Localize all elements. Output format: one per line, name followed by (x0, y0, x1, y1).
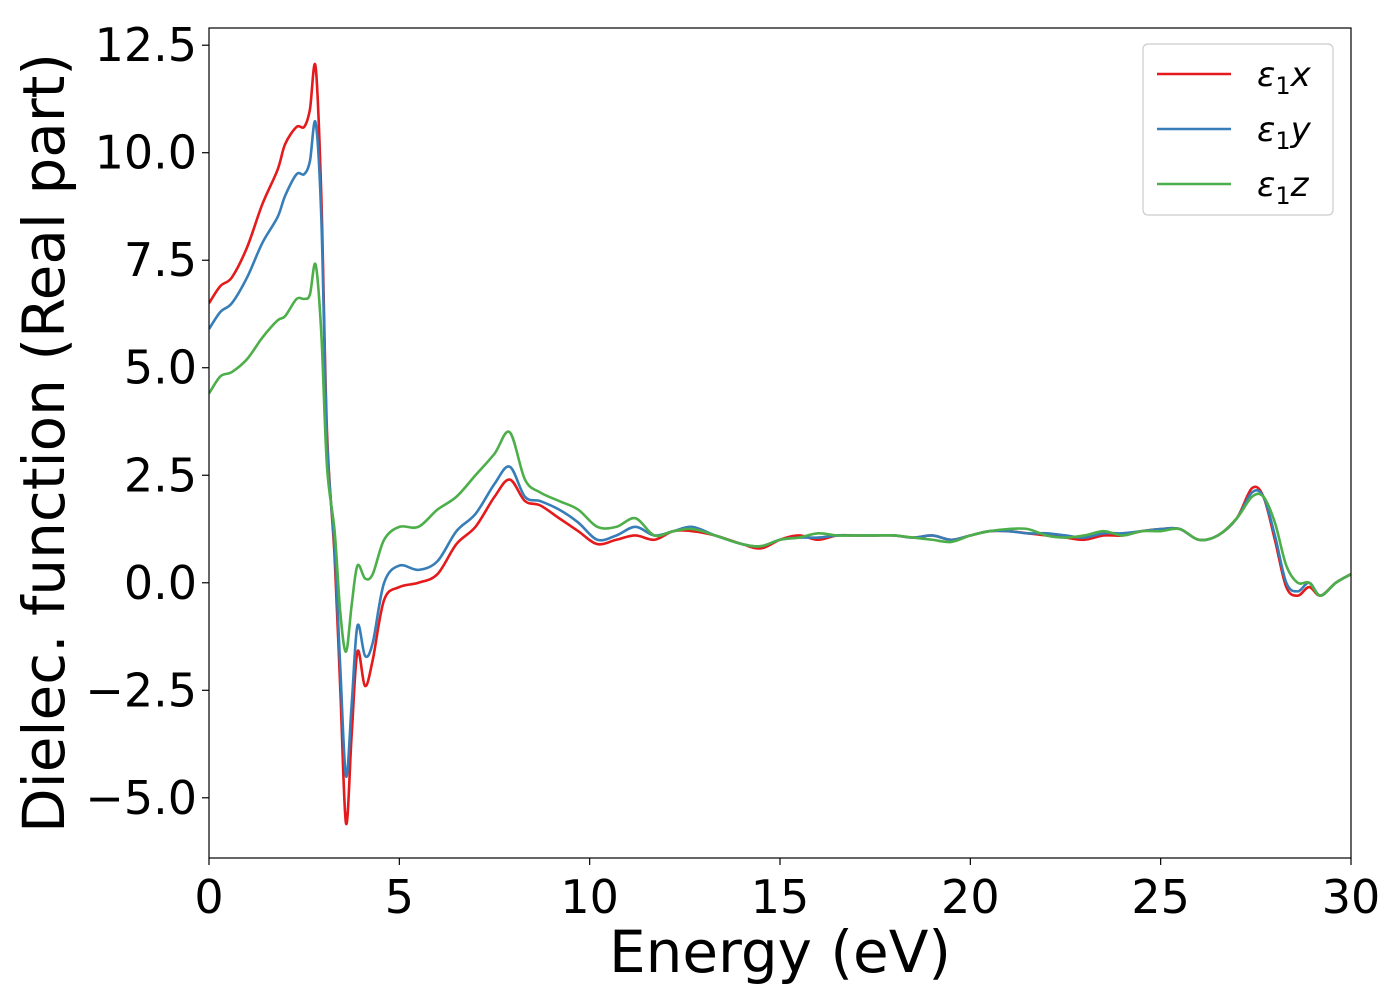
legend-label: ε1x (1257, 55, 1312, 100)
x-tick-label: 20 (941, 870, 1000, 924)
legend-box (1142, 43, 1334, 216)
y-axis-ticks: −5.0 −2.5 0.0 2.5 5.0 7.5 10.0 12.5 (85, 18, 209, 825)
x-tick-label: 25 (1131, 870, 1190, 924)
x-tick-label: 10 (560, 870, 619, 924)
y-tick-label: 12.5 (95, 18, 197, 72)
x-axis-label: Energy (eV) (609, 918, 951, 986)
x-axis-ticks: 0 5 10 15 20 25 30 (194, 858, 1380, 924)
x-tick-label: 15 (751, 870, 810, 924)
y-tick-label: 7.5 (124, 233, 197, 287)
y-tick-label: 10.0 (95, 126, 197, 180)
legend-item-z: ε1z (1157, 165, 1310, 210)
y-tick-label: −2.5 (85, 663, 197, 717)
legend-item-y: ε1y (1157, 110, 1312, 155)
legend-item-x: ε1x (1157, 55, 1312, 100)
x-tick-label: 0 (194, 870, 223, 924)
legend-label: ε1z (1257, 165, 1310, 210)
y-axis-label: Dielec. function (Real part) (10, 53, 78, 833)
y-tick-label: −5.0 (85, 771, 197, 825)
legend-label: ε1y (1257, 110, 1312, 155)
x-tick-label: 5 (385, 870, 414, 924)
y-tick-label: 5.0 (124, 341, 197, 395)
x-tick-label: 30 (1322, 870, 1381, 924)
legend: ε1x ε1y ε1z (1142, 43, 1334, 216)
series-layer (209, 62, 1351, 826)
y-tick-label: 0.0 (124, 556, 197, 610)
y-tick-label: 2.5 (124, 448, 197, 502)
series-line-z (209, 262, 1351, 653)
